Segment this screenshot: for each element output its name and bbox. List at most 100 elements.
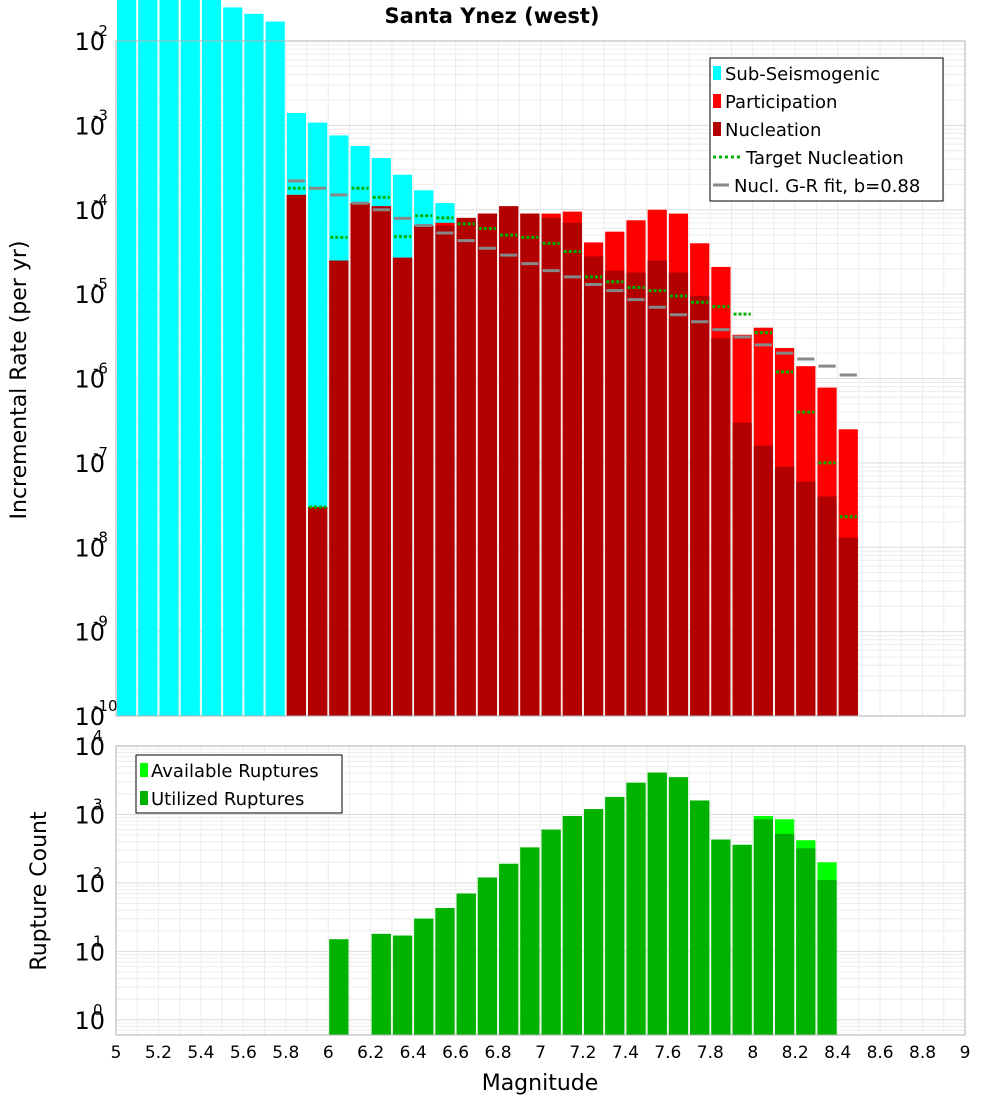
nucleation-bar bbox=[499, 206, 519, 716]
bottom-y-tick-base: 10 bbox=[74, 801, 105, 829]
nucleation-bar bbox=[796, 481, 816, 716]
utilized-ruptures-bar bbox=[392, 935, 413, 1035]
nucleation-bar bbox=[774, 466, 795, 716]
bottom-y-tick-exp: 1 bbox=[93, 932, 103, 950]
utilized-ruptures-bar bbox=[499, 863, 519, 1035]
utilized-ruptures-bar bbox=[668, 777, 689, 1035]
sub-seismogenic-bar bbox=[138, 0, 158, 716]
x-tick-label: 5.4 bbox=[187, 1043, 214, 1063]
top-legend: Sub-Seismogenic Participation Nucleation… bbox=[709, 57, 944, 202]
chart-title: Santa Ynez (west) bbox=[384, 4, 599, 28]
legend-swatch-available bbox=[140, 763, 148, 777]
x-axis-label: Magnitude bbox=[482, 1071, 599, 1096]
nucleation-bar bbox=[562, 222, 582, 716]
utilized-ruptures-bar bbox=[774, 833, 795, 1035]
nucleation-bar bbox=[435, 225, 455, 716]
bottom-y-axis-label: Rupture Count bbox=[27, 811, 52, 971]
nucleation-bar bbox=[690, 296, 710, 716]
utilized-ruptures-bar bbox=[583, 809, 604, 1035]
sub-seismogenic-bar bbox=[265, 21, 285, 717]
sub-seismogenic-bar bbox=[223, 7, 243, 716]
legend-swatch-utilized bbox=[140, 791, 148, 805]
utilized-ruptures-bar bbox=[605, 796, 625, 1035]
top-y-tick-base: 10 bbox=[74, 534, 105, 562]
utilized-ruptures-bar bbox=[626, 782, 646, 1035]
nucleation-bar bbox=[583, 256, 604, 716]
nucleation-bar bbox=[817, 496, 837, 716]
utilized-ruptures-bar bbox=[817, 880, 837, 1035]
top-y-tick-base: 10 bbox=[74, 366, 105, 394]
x-tick-label: 6.2 bbox=[357, 1043, 384, 1063]
x-tick-label: 7.6 bbox=[654, 1043, 681, 1063]
bottom-plot-bars bbox=[329, 772, 837, 1035]
legend-label-sub: Sub-Seismogenic bbox=[725, 64, 880, 85]
utilized-ruptures-bar bbox=[414, 918, 434, 1035]
x-tick-label: 7 bbox=[535, 1043, 546, 1063]
bottom-y-tick-exp: 3 bbox=[93, 795, 103, 813]
nucleation-bar bbox=[371, 206, 391, 716]
utilized-ruptures-bar bbox=[690, 800, 710, 1035]
nucleation-bar bbox=[350, 203, 370, 716]
utilized-ruptures-bar bbox=[647, 772, 667, 1035]
top-y-tick-base: 10 bbox=[74, 703, 105, 731]
legend-label-gr-fit: Nucl. G-R fit, b=0.88 bbox=[734, 176, 920, 197]
legend-swatch-sub bbox=[713, 66, 721, 80]
utilized-ruptures-bar bbox=[796, 848, 816, 1035]
x-tick-label: 6.8 bbox=[485, 1043, 512, 1063]
top-y-tick-base: 10 bbox=[74, 450, 105, 478]
bottom-legend: Available Ruptures Utilized Ruptures bbox=[135, 754, 343, 814]
top-y-tick-exp: -10 bbox=[93, 697, 118, 715]
legend-label-utilized: Utilized Ruptures bbox=[151, 789, 304, 810]
sub-seismogenic-bar bbox=[244, 13, 264, 717]
bottom-plot-frame bbox=[115, 745, 966, 1036]
x-tick-label: 6.4 bbox=[400, 1043, 427, 1063]
nucleation-bar bbox=[392, 257, 413, 716]
x-tick-label: 5 bbox=[111, 1043, 122, 1063]
x-tick-label: 7.8 bbox=[697, 1043, 724, 1063]
utilized-ruptures-bar bbox=[711, 839, 731, 1035]
top-y-tick-exp: -7 bbox=[93, 444, 108, 462]
top-y-tick-exp: -4 bbox=[93, 191, 108, 209]
bottom-y-tick-exp: 2 bbox=[93, 864, 103, 882]
x-tick-label: 6 bbox=[323, 1043, 334, 1063]
x-tick-label: 8.6 bbox=[867, 1043, 894, 1063]
bottom-y-tick-exp: 0 bbox=[93, 1001, 103, 1019]
top-plot-lines bbox=[287, 179, 857, 519]
nucleation-bar bbox=[329, 260, 349, 716]
top-legend-box bbox=[709, 57, 944, 202]
legend-label-available: Available Ruptures bbox=[151, 761, 319, 782]
top-y-tick-exp: -6 bbox=[93, 360, 108, 378]
top-y-tick-exp: -8 bbox=[93, 528, 108, 546]
top-y-tick-base: 10 bbox=[74, 197, 105, 225]
x-tick-labels: 5 5.2 5.4 5.6 5.8 6 6.2 6.4 6.6 6.8 7 7.2 7.4 7.6 7.8 8… bbox=[111, 1043, 971, 1063]
top-y-tick-exp: -3 bbox=[93, 106, 108, 124]
top-y-axis-label: Incremental Rate (per yr) bbox=[7, 241, 32, 520]
nucleation-bar bbox=[456, 217, 476, 716]
utilized-ruptures-bar bbox=[329, 939, 349, 1035]
top-y-tick-base: 10 bbox=[74, 28, 105, 56]
x-tick-label: 5.8 bbox=[272, 1043, 299, 1063]
top-y-tick-base: 10 bbox=[74, 112, 105, 140]
x-tick-label: 5.2 bbox=[145, 1043, 172, 1063]
x-tick-label: 5.6 bbox=[230, 1043, 257, 1063]
top-y-tick-exp: -5 bbox=[93, 275, 108, 293]
legend-label-participation: Participation bbox=[725, 92, 837, 113]
x-tick-label: 8.2 bbox=[782, 1043, 809, 1063]
utilized-ruptures-bar bbox=[456, 893, 476, 1035]
nucleation-bar bbox=[647, 260, 667, 716]
utilized-ruptures-bar bbox=[732, 844, 752, 1035]
bottom-y-tick-base: 10 bbox=[74, 733, 105, 761]
legend-swatch-participation bbox=[713, 94, 721, 108]
top-plot-frame bbox=[115, 40, 966, 717]
nucleation-bar bbox=[626, 272, 646, 716]
utilized-ruptures-bar bbox=[753, 819, 773, 1035]
x-tick-label: 8.4 bbox=[824, 1043, 851, 1063]
top-y-tick-exp: -2 bbox=[93, 22, 108, 40]
bottom-y-tick-base: 10 bbox=[74, 938, 105, 966]
x-tick-label: 8 bbox=[747, 1043, 758, 1063]
x-tick-label: 9 bbox=[960, 1043, 971, 1063]
bottom-y-tick-exp: 4 bbox=[93, 727, 103, 745]
